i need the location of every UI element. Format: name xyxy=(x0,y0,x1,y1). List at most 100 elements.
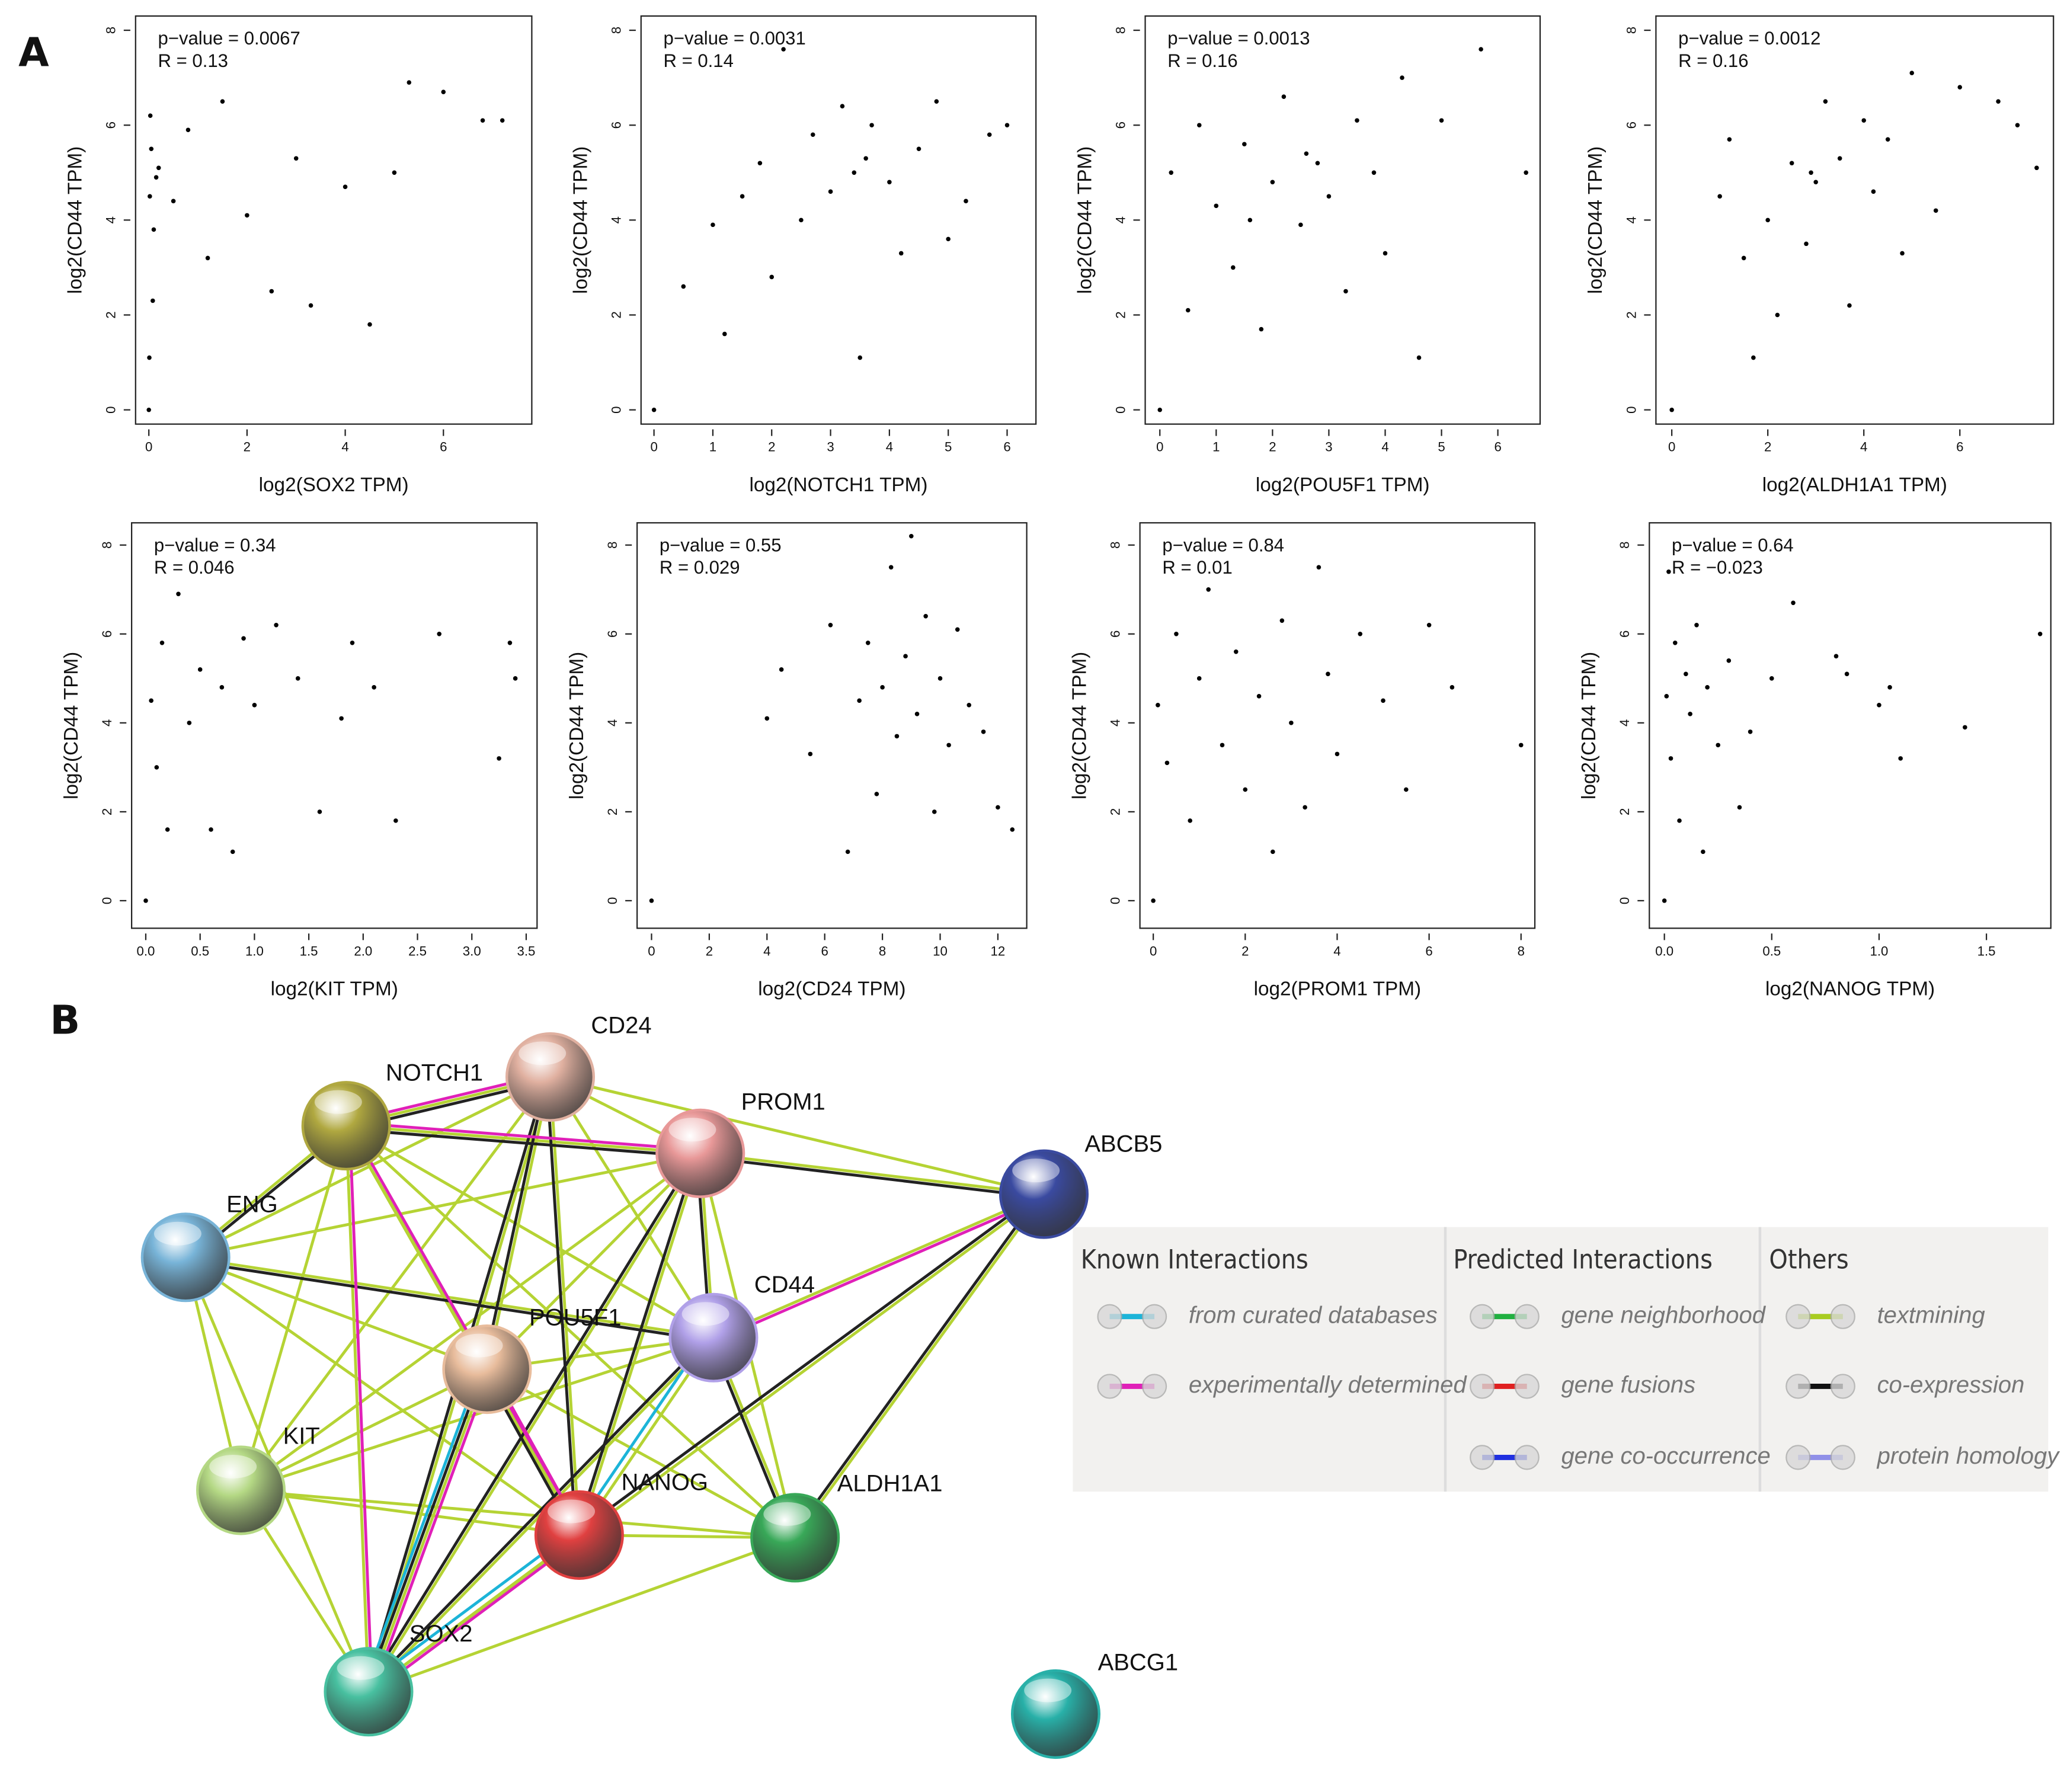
point xyxy=(987,132,992,137)
x-tick-label: 2.5 xyxy=(408,943,427,958)
point xyxy=(350,641,355,645)
edge xyxy=(712,1192,1045,1339)
node-label: CD24 xyxy=(591,1013,651,1039)
x-tick-label: 4 xyxy=(1860,440,1867,455)
point xyxy=(828,189,833,194)
y-tick-label: 4 xyxy=(104,216,119,223)
point xyxy=(1996,99,2001,104)
legend-bead xyxy=(1830,1374,1855,1399)
edge xyxy=(365,1334,712,1691)
point xyxy=(230,849,235,855)
point xyxy=(1885,137,1890,142)
point xyxy=(1156,703,1160,708)
edge xyxy=(344,1125,370,1692)
legend-bead xyxy=(1514,1445,1540,1470)
point xyxy=(148,113,153,118)
point xyxy=(1688,712,1692,716)
x-tick-label: 2 xyxy=(244,440,251,455)
edge xyxy=(714,1196,1046,1342)
node-label: ENG xyxy=(226,1192,278,1218)
point xyxy=(1326,194,1332,199)
legend-bead xyxy=(1514,1374,1540,1399)
node xyxy=(1010,1669,1101,1759)
point xyxy=(898,251,904,256)
x-tick-label: 2.0 xyxy=(354,943,372,958)
legend-label: co-expression xyxy=(1877,1372,2025,1398)
plot-frame xyxy=(640,15,1037,425)
point xyxy=(1197,123,1202,127)
node-highlight xyxy=(668,1118,716,1142)
point xyxy=(146,407,151,412)
point xyxy=(764,716,770,721)
point xyxy=(1247,217,1253,223)
edge xyxy=(700,1151,1044,1196)
annotation: R = −0.023 xyxy=(1672,557,1763,578)
point xyxy=(151,298,155,303)
edge xyxy=(364,1150,699,1691)
point xyxy=(799,217,804,223)
x-tick-label: 2 xyxy=(768,440,775,455)
point xyxy=(1668,756,1673,761)
x-tick-label: 4 xyxy=(886,440,893,455)
edge xyxy=(576,1190,1043,1534)
x-tick-label: 6 xyxy=(1956,440,1963,455)
point xyxy=(1279,618,1285,623)
y-axis-label: log2(CD44 TPM) xyxy=(1585,146,1607,294)
point xyxy=(1775,312,1780,318)
y-tick-label: 0 xyxy=(605,897,620,904)
point xyxy=(1243,787,1248,792)
legend-label: gene co-occurrence xyxy=(1561,1443,1770,1469)
point xyxy=(923,614,928,619)
point xyxy=(1214,203,1219,209)
point xyxy=(165,827,170,832)
edge xyxy=(482,1076,549,1369)
y-tick-label: 8 xyxy=(104,27,119,34)
point xyxy=(1804,241,1809,247)
x-tick-label: 1 xyxy=(1212,440,1220,455)
y-tick-label: 2 xyxy=(609,311,624,318)
node-label: KIT xyxy=(283,1423,320,1449)
legend-bead xyxy=(1785,1445,1811,1470)
x-tick-label: 3 xyxy=(1325,440,1332,455)
x-axis-label: log2(POU5F1 TPM) xyxy=(1256,474,1430,496)
y-tick-label: 0 xyxy=(100,897,114,904)
x-tick-label: 4 xyxy=(1333,943,1340,958)
point xyxy=(1844,671,1849,677)
point xyxy=(156,165,161,171)
point xyxy=(909,533,914,539)
point xyxy=(219,685,225,690)
point xyxy=(1004,123,1010,127)
node-highlight xyxy=(1012,1159,1060,1183)
edge xyxy=(485,1076,552,1370)
point xyxy=(367,322,372,327)
plot-frame xyxy=(1144,15,1541,425)
point xyxy=(1861,118,1866,123)
edge xyxy=(549,1076,1045,1196)
annotation: p−value = 0.0013 xyxy=(1167,28,1310,49)
point xyxy=(1898,756,1903,761)
legend-bead xyxy=(1141,1374,1167,1399)
x-tick-label: 2 xyxy=(1241,943,1249,958)
point xyxy=(955,627,960,632)
edges xyxy=(184,1072,1046,1696)
point xyxy=(269,289,274,294)
x-tick-label: 1.5 xyxy=(1977,943,1996,958)
point xyxy=(810,132,815,137)
edge xyxy=(549,1077,581,1535)
y-tick-label: 6 xyxy=(609,121,624,129)
point xyxy=(1256,694,1262,699)
point xyxy=(1358,632,1363,636)
point xyxy=(317,809,322,814)
point xyxy=(681,284,686,289)
x-tick-label: 0.0 xyxy=(1655,943,1673,958)
point xyxy=(507,641,513,645)
point xyxy=(903,654,908,659)
point xyxy=(937,676,943,681)
annotation: p−value = 0.55 xyxy=(660,535,782,555)
y-tick-label: 8 xyxy=(100,542,114,549)
x-tick-label: 0 xyxy=(1156,440,1163,455)
point xyxy=(1847,303,1852,308)
y-tick-label: 2 xyxy=(1617,808,1632,815)
legend-bead xyxy=(1141,1304,1167,1329)
x-tick-label: 4 xyxy=(1381,440,1388,455)
